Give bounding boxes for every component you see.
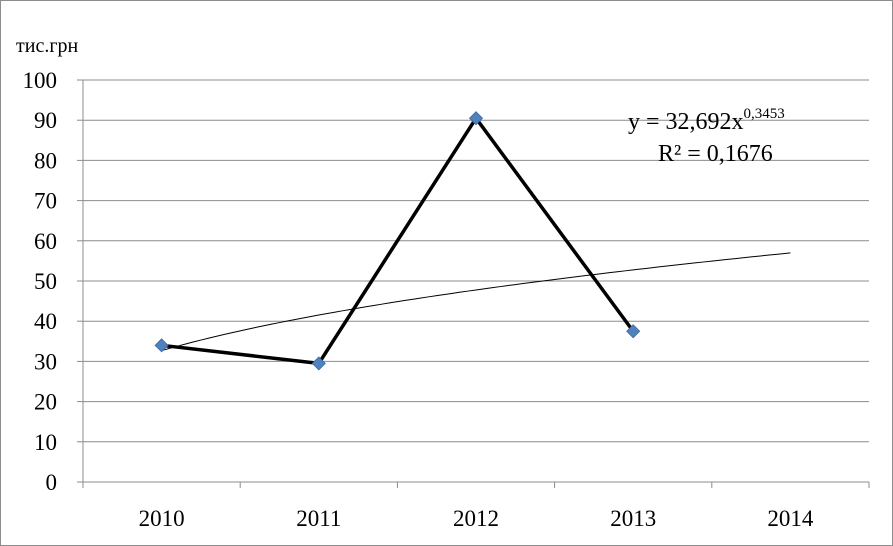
x-tick-label: 2011 [296,506,341,531]
trendline-layer [161,252,791,352]
x-tick-label: 2014 [767,506,814,531]
y-tick-label: 80 [34,148,57,173]
y-tick-label: 70 [34,189,57,214]
gridlines [83,79,869,443]
series-line-segment [159,343,321,366]
trendline-r-squared: R² = 0,1676 [658,141,773,167]
y-tick-label: 10 [34,430,57,455]
trendline-equation-base: y = 32,692x [628,109,744,135]
series-layer [154,111,641,371]
x-tick-labels: 2010 2011 2012 2013 2014 [139,506,814,531]
data-point-marker [468,111,484,126]
x-tick-label: 2013 [610,506,656,531]
trendline-equation: y = 32,692x0,3453 [628,106,785,135]
trendline-equation-exponent: 0,3453 [744,106,785,122]
y-unit-label: тис.грн [16,35,79,57]
y-tick-label: 90 [34,108,57,133]
y-tick-label: 30 [34,349,57,374]
x-tick-label: 2012 [453,506,499,531]
y-tick-label: 0 [46,470,58,495]
y-tick-label: 60 [34,229,57,254]
y-tick-label: 50 [34,269,57,294]
data-point-marker [154,338,169,353]
trendline [161,252,791,352]
y-tick-label: 40 [34,309,57,334]
data-point-marker [626,324,641,339]
y-tick-labels: 0 10 20 30 40 50 60 70 80 90 100 [23,68,58,495]
series-line-segment [317,116,478,366]
y-tick-label: 20 [34,390,57,415]
data-point-marker [311,356,326,371]
axes [77,79,870,488]
y-tick-label: 100 [23,68,58,93]
x-tick-label: 2010 [139,506,185,531]
series-line-segment [474,116,635,333]
